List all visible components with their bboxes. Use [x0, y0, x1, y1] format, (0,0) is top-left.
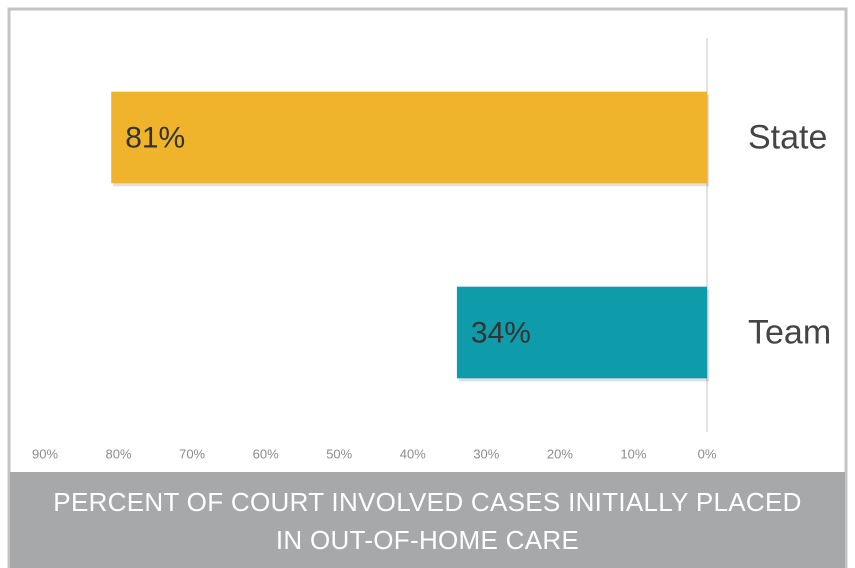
x-tick-label: 90% [32, 446, 58, 461]
bar [111, 91, 707, 184]
x-tick-label: 10% [620, 446, 646, 461]
category-label: State [748, 118, 827, 156]
x-tick-label: 80% [106, 446, 132, 461]
category-label: Team [748, 313, 831, 351]
plot-area: 90% 80% 70% 60% 50% 40% 30% 20% 10% 0% 81% State 34%… [32, 38, 831, 461]
bar [456, 286, 707, 379]
x-tick-label: 70% [179, 446, 205, 461]
x-tick-label: 20% [547, 446, 573, 461]
chart-title: PERCENT OF COURT INVOLVED CASES INITIALL… [10, 472, 845, 568]
data-label: 81% [125, 121, 185, 154]
data-label: 34% [471, 316, 531, 349]
x-tick-label: 60% [253, 446, 279, 461]
x-tick-label: 0% [698, 446, 717, 461]
x-tick-label: 30% [473, 446, 499, 461]
x-tick-label: 40% [400, 446, 426, 461]
x-tick-label: 50% [326, 446, 352, 461]
